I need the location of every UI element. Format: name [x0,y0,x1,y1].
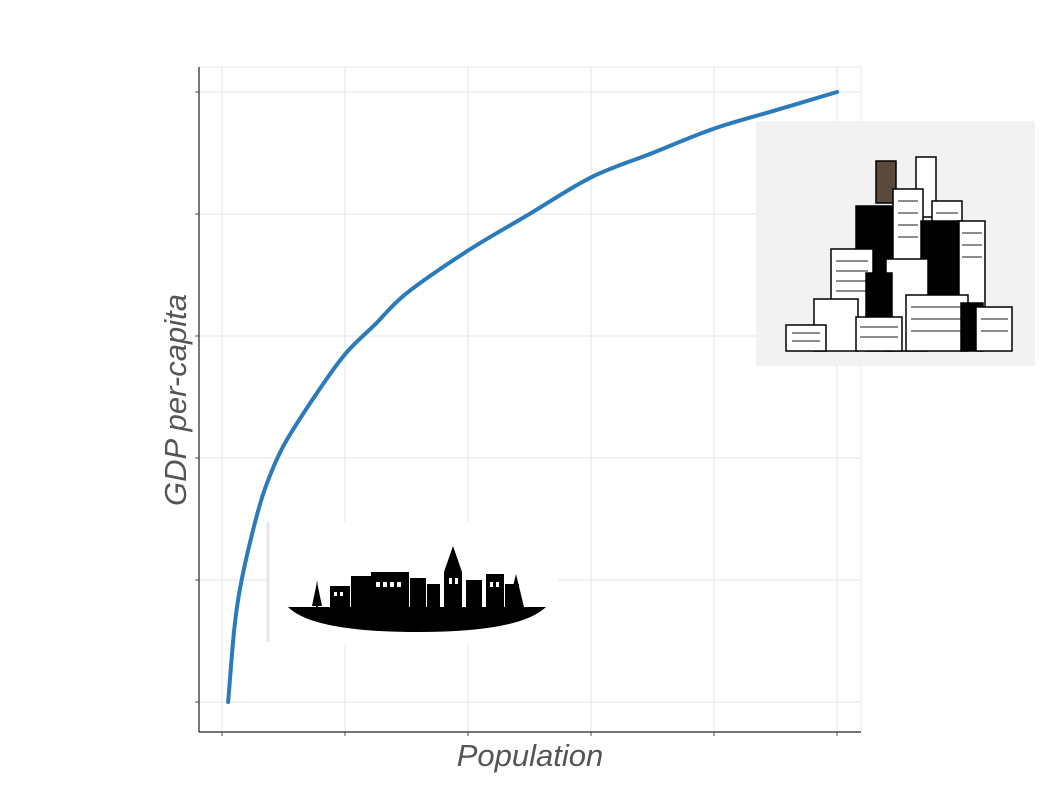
series-layer [226,90,839,704]
plot-frame [198,66,862,733]
village-silhouette-icon [266,522,558,644]
y-axis-title: GDP per-capita [158,294,193,506]
skyscraper-city-icon [756,121,1035,366]
x-axis-title: Population [457,738,604,773]
series-line [226,90,839,704]
